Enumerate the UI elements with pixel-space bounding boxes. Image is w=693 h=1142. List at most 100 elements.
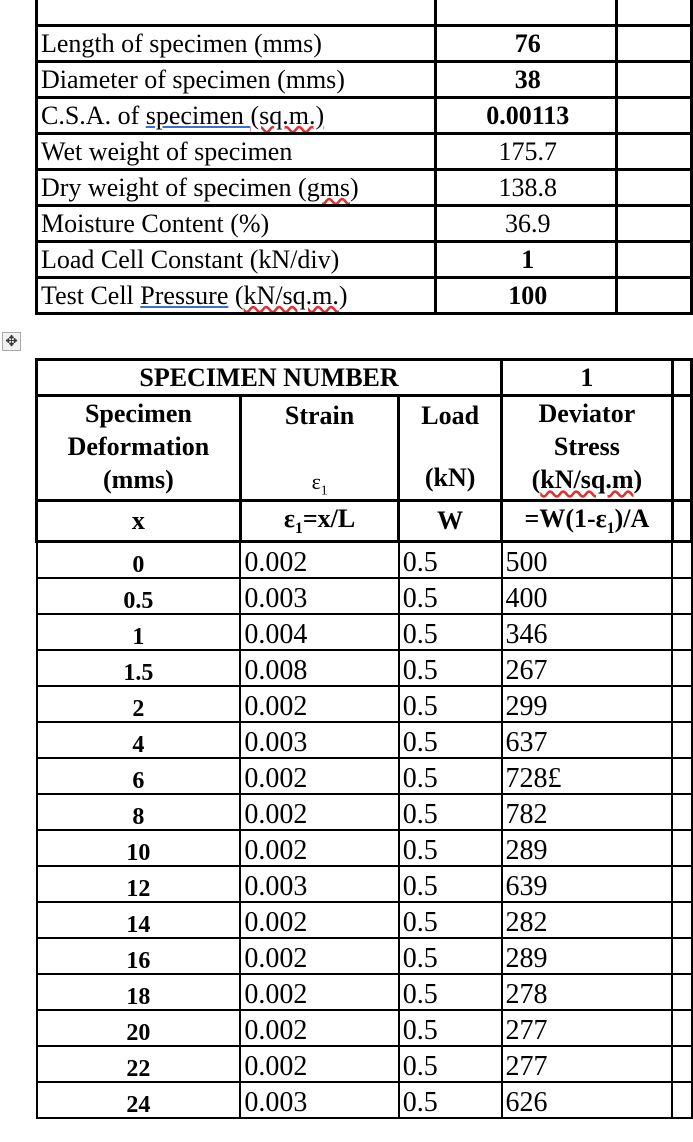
strain-cell: 0.002 (239, 540, 400, 579)
deformation-cell: 10 (35, 829, 242, 867)
strain-cell: 0.002 (239, 685, 400, 723)
stress-cell: 782 (500, 793, 674, 831)
table-row: 10 0.002 0.5 289 (35, 829, 693, 867)
deformation-cell: 18 (35, 973, 242, 1011)
property-value: 36.9 (434, 204, 619, 243)
table-row: 14 0.002 0.5 282 (35, 901, 693, 939)
deformation-cell: 12 (35, 865, 242, 903)
table-row: 1.5 0.008 0.5 267 (35, 649, 693, 687)
property-row: Length of specimen (mms) 76 (34, 24, 693, 63)
table-row: 0.5 0.003 0.5 400 (35, 577, 693, 615)
property-label: Length of specimen (mms) (34, 24, 438, 63)
load-cell: 0.5 (397, 613, 503, 651)
load-cell: 0.5 (397, 793, 503, 831)
table-row: 12 0.003 0.5 639 (35, 865, 693, 903)
property-row: Wet weight of specimen 175.7 (34, 132, 693, 171)
property-value: 138.8 (434, 168, 619, 207)
deformation-cell: 22 (35, 1045, 242, 1083)
deformation-cell: 16 (35, 937, 242, 975)
table-row: 1 0.004 0.5 346 (35, 613, 693, 651)
property-label: Wet weight of specimen (34, 132, 438, 171)
load-cell: 0.5 (397, 1081, 503, 1119)
property-value: 38 (434, 60, 619, 99)
property-label: Dry weight of specimen (gms) (34, 168, 438, 207)
load-cell: 0.5 (397, 901, 503, 939)
table-row: 4 0.003 0.5 637 (35, 721, 693, 759)
header-deformation: Specimen Deformation (mms) (35, 394, 242, 502)
property-label: Moisture Content (%) (34, 204, 438, 243)
stress-cell: 500 (500, 540, 674, 579)
strain-cell: 0.002 (239, 1009, 400, 1047)
table-row: 22 0.002 0.5 277 (35, 1045, 693, 1083)
specimen-number-value: 1 (500, 358, 674, 397)
header-load: Load (kN) (397, 394, 504, 502)
formula-strain: ε1=x/L (238, 499, 401, 543)
stress-cell: 728£ (500, 757, 674, 795)
header-strain: Strain ε1 (238, 394, 401, 502)
strain-cell: 0.003 (239, 865, 400, 903)
property-value: 76 (434, 24, 619, 63)
strain-cell: 0.002 (239, 1045, 400, 1083)
deformation-cell: 4 (35, 721, 242, 759)
property-label: Test Cell Pressure (kN/sq.m.) (34, 276, 438, 315)
stress-cell: 639 (500, 865, 674, 903)
deformation-cell: 1.5 (35, 649, 242, 687)
stress-cell: 626 (500, 1081, 674, 1119)
strain-cell: 0.004 (239, 613, 400, 651)
stress-cell: 400 (500, 577, 674, 615)
strain-cell: 0.002 (239, 973, 400, 1011)
stress-cell: 278 (500, 973, 674, 1011)
specimen-number-label: SPECIMEN NUMBER (34, 358, 504, 397)
stress-cell: 299 (500, 685, 674, 723)
stress-cell: 289 (500, 937, 674, 975)
property-value: 1 (434, 240, 619, 279)
load-cell: 0.5 (397, 973, 503, 1011)
load-cell: 0.5 (397, 937, 503, 975)
specimen-properties-table: Length of specimen (mms) 76 Diameter of sp… (34, 0, 693, 315)
stress-cell: 282 (500, 901, 674, 939)
strain-cell: 0.003 (239, 1081, 400, 1119)
table-row: 0 0.002 0.5 500 (35, 540, 693, 579)
strain-cell: 0.002 (239, 757, 400, 795)
table-row: 2 0.002 0.5 299 (35, 685, 693, 723)
property-label: Load Cell Constant (kN/div) (34, 240, 438, 279)
property-row: Dry weight of specimen (gms) 138.8 (34, 168, 693, 207)
formula-load: W (397, 499, 504, 543)
load-cell: 0.5 (397, 649, 503, 687)
property-row: Moisture Content (%) 36.9 (34, 204, 693, 243)
table-row: 20 0.002 0.5 277 (35, 1009, 693, 1047)
header-deviator-stress: Deviator Stress (kN/sq.m) (500, 394, 674, 502)
strain-cell: 0.008 (239, 649, 400, 687)
table-row: 24 0.003 0.5 626 (35, 1081, 693, 1119)
strain-cell: 0.002 (239, 793, 400, 831)
property-value: 175.7 (434, 132, 619, 171)
deformation-cell: 2 (35, 685, 242, 723)
deformation-cell: 0 (35, 540, 242, 579)
move-arrows-icon[interactable]: ✥ (2, 332, 21, 351)
deformation-cell: 24 (35, 1081, 242, 1119)
property-row: Test Cell Pressure (kN/sq.m.) 100 (34, 276, 693, 315)
stress-cell: 277 (500, 1045, 674, 1083)
deformation-cell: 20 (35, 1009, 242, 1047)
formula-x: x (35, 499, 242, 543)
load-cell: 0.5 (397, 577, 503, 615)
load-cell: 0.5 (397, 1009, 503, 1047)
property-label: Diameter of specimen (mms) (34, 60, 438, 99)
table-row: 18 0.002 0.5 278 (35, 973, 693, 1011)
property-row: Diameter of specimen (mms) 38 (34, 60, 693, 99)
property-row: Load Cell Constant (kN/div) 1 (34, 240, 693, 279)
strain-cell: 0.002 (239, 937, 400, 975)
deformation-cell: 8 (35, 793, 242, 831)
strain-cell: 0.003 (239, 577, 400, 615)
property-row: C.S.A. of specimen (sq.m.) 0.00113 (34, 96, 693, 135)
table-row: 16 0.002 0.5 289 (35, 937, 693, 975)
load-cell: 0.5 (397, 757, 503, 795)
strain-cell: 0.003 (239, 721, 400, 759)
strain-cell: 0.002 (239, 829, 400, 867)
stress-cell: 637 (500, 721, 674, 759)
load-cell: 0.5 (397, 685, 503, 723)
formula-stress: =W(1-ε1)/A (500, 499, 674, 543)
deformation-cell: 6 (35, 757, 242, 795)
formula-row: x ε1=x/L W =W(1-ε1)/A (35, 499, 693, 543)
stress-cell: 267 (500, 649, 674, 687)
